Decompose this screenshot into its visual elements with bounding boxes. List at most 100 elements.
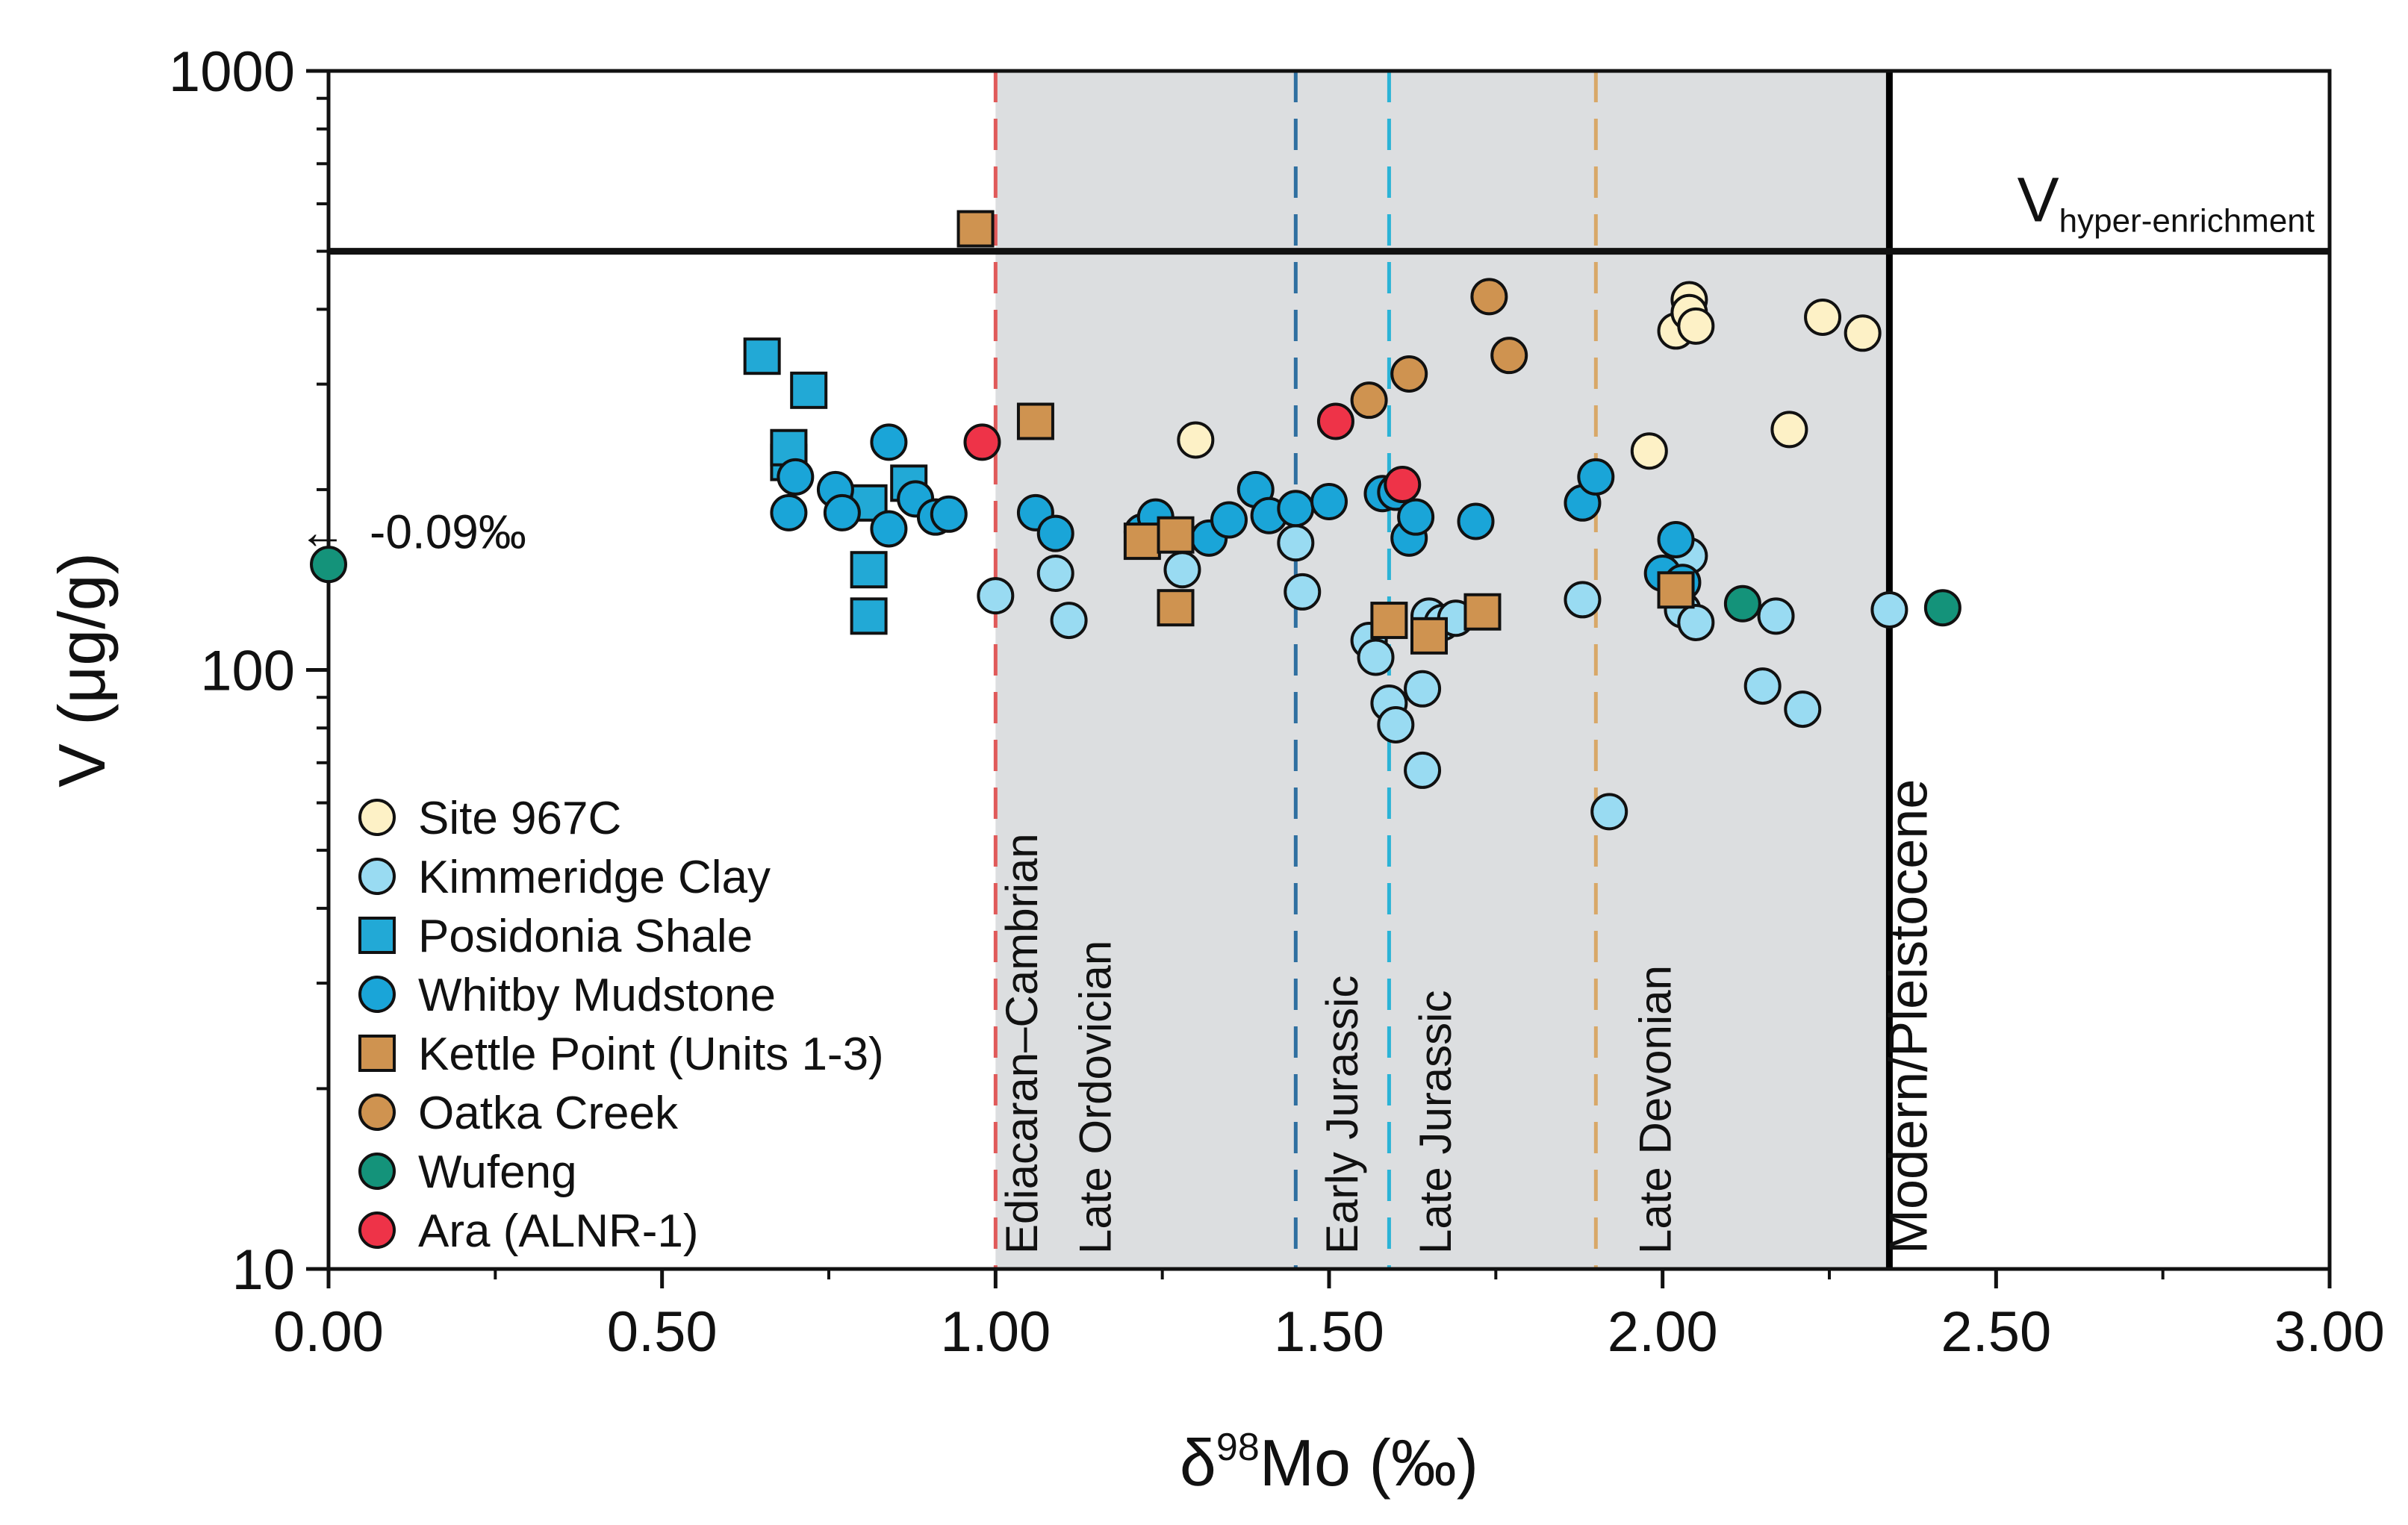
point-whitby-mudstone bbox=[930, 495, 968, 533]
point-posidonia-shale bbox=[743, 337, 781, 375]
point-oatka-creek bbox=[1490, 337, 1528, 375]
legend-label: Site 967C bbox=[418, 793, 621, 844]
period-label: Ediacaran–Cambrian bbox=[997, 833, 1047, 1254]
point-kimmeridge-clay bbox=[1743, 667, 1782, 705]
legend-marker bbox=[358, 1094, 396, 1131]
shaded-region bbox=[995, 251, 1890, 1270]
point-kimmeridge-clay bbox=[1377, 705, 1415, 743]
point-whitby-mudstone bbox=[1397, 498, 1435, 536]
legend-marker bbox=[358, 1211, 396, 1249]
point-posidonia-shale bbox=[850, 597, 888, 635]
legend-marker bbox=[358, 858, 396, 895]
period-labels: Ediacaran–Cambrian Late Ordovician Early J… bbox=[997, 779, 1938, 1254]
modern-label: Modern/Pleistocene bbox=[1879, 779, 1938, 1254]
chart-background bbox=[995, 71, 1890, 1270]
legend-label: Kimmeridge Clay bbox=[418, 852, 771, 903]
point-whitby-mudstone bbox=[823, 493, 861, 531]
period-label: Early Jurassic bbox=[1317, 976, 1367, 1254]
reference-lines bbox=[329, 71, 2330, 1269]
legend-marker bbox=[358, 1035, 396, 1072]
point-kimmeridge-clay bbox=[1590, 793, 1628, 831]
y-tick-label: 100 bbox=[200, 640, 295, 703]
point-kettle-point-units-1-3 bbox=[1370, 602, 1408, 640]
shaded-region-upper bbox=[995, 71, 1890, 252]
point-ara-alnr-1 bbox=[963, 423, 1001, 461]
period-label: Late Ordovician bbox=[1070, 941, 1120, 1254]
point-site-967c bbox=[1844, 314, 1882, 352]
point-whitby-mudstone bbox=[870, 510, 908, 548]
data-points bbox=[310, 210, 1961, 831]
x-tick-label: 0.50 bbox=[607, 1300, 718, 1364]
point-wufeng bbox=[310, 546, 347, 584]
legend-label: Posidonia Shale bbox=[418, 911, 753, 962]
legend-marker bbox=[358, 799, 396, 836]
point-kettle-point-units-1-3 bbox=[956, 210, 995, 248]
point-oatka-creek bbox=[1470, 278, 1508, 316]
point-wufeng bbox=[1923, 589, 1961, 627]
point-whitby-mudstone bbox=[1657, 520, 1695, 558]
point-kimmeridge-clay bbox=[1284, 573, 1322, 611]
point-whitby-mudstone bbox=[1210, 501, 1248, 539]
x-tick-label: 3.00 bbox=[2274, 1300, 2385, 1364]
legend: Site 967C Kimmeridge Clay Posidonia Shale W… bbox=[358, 793, 884, 1257]
point-whitby-mudstone bbox=[1277, 490, 1315, 528]
x-axis-title: δ98Mo (‰) bbox=[1180, 1426, 1478, 1500]
period-label: Late Devonian bbox=[1631, 965, 1681, 1254]
point-kimmeridge-clay bbox=[1870, 590, 1908, 629]
point-kimmeridge-clay bbox=[1404, 670, 1442, 708]
threshold-label: Vhyper-enrichment bbox=[2017, 165, 2315, 240]
point-kettle-point-units-1-3 bbox=[1410, 617, 1448, 655]
y-tick-label: 1000 bbox=[169, 40, 295, 104]
point-site-967c bbox=[1177, 421, 1215, 459]
point-whitby-mudstone bbox=[1577, 458, 1615, 496]
x-tick-label: 1.50 bbox=[1274, 1300, 1384, 1364]
point-kimmeridge-clay bbox=[1277, 524, 1315, 562]
point-posidonia-shale bbox=[790, 371, 828, 409]
point-kettle-point-units-1-3 bbox=[1157, 516, 1195, 554]
legend-label: Ara (ALNR-1) bbox=[418, 1206, 699, 1257]
point-oatka-creek bbox=[1390, 355, 1428, 393]
point-site-967c bbox=[1630, 432, 1668, 470]
point-site-967c bbox=[1770, 411, 1808, 449]
point-kettle-point-units-1-3 bbox=[1657, 571, 1695, 609]
legend-label: Whitby Mudstone bbox=[418, 970, 776, 1021]
point-kimmeridge-clay bbox=[1564, 581, 1602, 619]
point-whitby-mudstone bbox=[1036, 514, 1074, 552]
point-kimmeridge-clay bbox=[1036, 555, 1074, 593]
y-tick-label: 10 bbox=[231, 1238, 295, 1302]
point-kimmeridge-clay bbox=[1784, 690, 1822, 729]
point-whitby-mudstone bbox=[777, 458, 815, 496]
point-kimmeridge-clay bbox=[1757, 597, 1795, 635]
point-kimmeridge-clay bbox=[1050, 602, 1088, 640]
point-ara-alnr-1 bbox=[1384, 466, 1422, 504]
annotation-arrow: ← bbox=[299, 505, 346, 559]
point-whitby-mudstone bbox=[1310, 482, 1348, 520]
legend-label: Oatka Creek bbox=[418, 1088, 679, 1139]
legend-marker bbox=[358, 917, 396, 954]
point-whitby-mudstone bbox=[1457, 502, 1495, 540]
point-kimmeridge-clay bbox=[977, 577, 1015, 615]
point-kimmeridge-clay bbox=[1404, 751, 1442, 789]
point-whitby-mudstone bbox=[870, 423, 908, 461]
period-label: Late Jurassic bbox=[1410, 991, 1460, 1255]
x-tick-label: 0.00 bbox=[273, 1300, 384, 1364]
point-kimmeridge-clay bbox=[1677, 603, 1715, 641]
point-kimmeridge-clay bbox=[1163, 551, 1201, 589]
point-ara-alnr-1 bbox=[1316, 402, 1354, 440]
point-kettle-point-units-1-3 bbox=[1016, 402, 1054, 440]
x-tick-label: 2.00 bbox=[1608, 1300, 1718, 1364]
point-kettle-point-units-1-3 bbox=[1123, 523, 1161, 561]
point-site-967c bbox=[1804, 298, 1842, 336]
legend-label: Wufeng bbox=[418, 1147, 577, 1198]
point-kettle-point-units-1-3 bbox=[1157, 589, 1195, 627]
x-tick-label: 2.50 bbox=[1941, 1300, 2051, 1364]
point-site-967c bbox=[1677, 307, 1715, 345]
point-posidonia-shale bbox=[850, 551, 888, 589]
point-kimmeridge-clay bbox=[1357, 638, 1395, 676]
annotation-label: -0.09‰ bbox=[370, 505, 526, 559]
axis-ticks bbox=[306, 69, 2332, 1288]
point-wufeng bbox=[1723, 584, 1761, 623]
legend-marker bbox=[358, 976, 396, 1013]
